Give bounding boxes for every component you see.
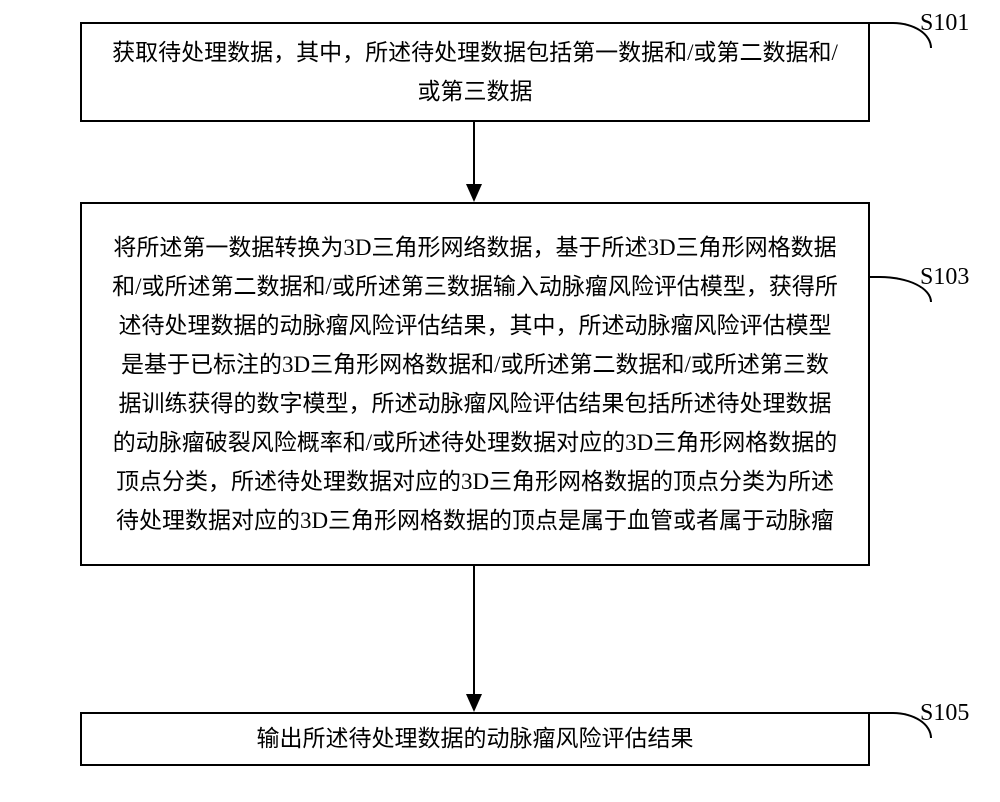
arrow-2-head — [466, 694, 482, 712]
arrow-1-head — [466, 184, 482, 202]
flow-step-s105: 输出所述待处理数据的动脉瘤风险评估结果 — [80, 712, 870, 766]
flow-step-s101: 获取待处理数据，其中，所述待处理数据包括第一数据和/或第二数据和/或第三数据 — [80, 22, 870, 122]
flow-step-s103-text: 将所述第一数据转换为3D三角形网络数据，基于所述3D三角形网格数据和/或所述第二… — [112, 228, 838, 541]
label-s103: S103 — [920, 264, 969, 291]
arrow-1-line — [473, 122, 475, 184]
label-s105: S105 — [920, 700, 969, 727]
flow-step-s103: 将所述第一数据转换为3D三角形网络数据，基于所述3D三角形网格数据和/或所述第二… — [80, 202, 870, 566]
label-s101: S101 — [920, 10, 969, 37]
flow-step-s101-text: 获取待处理数据，其中，所述待处理数据包括第一数据和/或第二数据和/或第三数据 — [112, 33, 838, 111]
arrow-2-line — [473, 566, 475, 694]
flow-step-s105-text: 输出所述待处理数据的动脉瘤风险评估结果 — [257, 719, 694, 758]
flowchart-canvas: 获取待处理数据，其中，所述待处理数据包括第一数据和/或第二数据和/或第三数据 S… — [0, 0, 1000, 802]
